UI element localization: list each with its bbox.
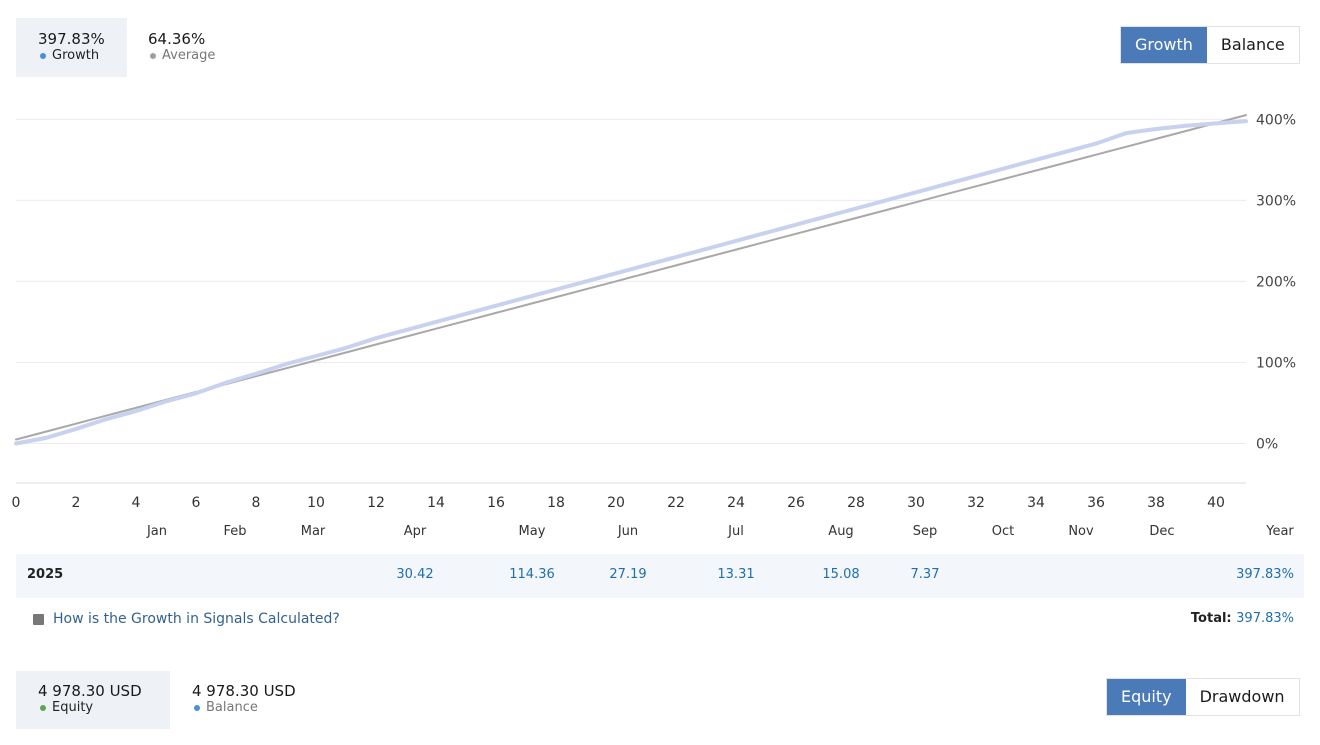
growth-value: 397.83% [38,30,105,48]
x-tick-label: 40 [1207,495,1225,511]
total-label: Total: [1190,611,1232,626]
total-value: 397.83% [1236,611,1294,626]
month-label: Aug [828,524,854,539]
x-tick-label: 4 [132,495,141,511]
month-label: May [518,524,546,539]
equity-stat[interactable]: 4 978.30 USD Equity [16,671,170,729]
year-row: 2025 397.83% 30.42 114.36 27.19 13.31 15.08 7… [16,554,1304,598]
month-label: Jun [617,524,639,539]
equity-drawdown-toggle: Equity Drawdown [1106,678,1300,716]
balance-button[interactable]: Balance [1206,27,1299,63]
month-growth-value: 15.08 [822,567,860,582]
x-tick-label: 18 [547,495,565,511]
month-label: Nov [1068,524,1094,539]
total: Total: 397.83% [1191,611,1294,626]
month-label: Jan [146,524,168,539]
x-tick-label: 24 [727,495,745,511]
x-tick-label: 30 [907,495,925,511]
x-tick-label: 6 [192,495,201,511]
month-axis: Jan Feb Mar Apr May Jun Jul Aug Sep Oct Nov Dec Year [0,524,1320,548]
month-label: Sep [912,524,938,539]
y-tick-label: 100% [1256,355,1296,371]
month-label: Feb [223,524,247,539]
year-column-label: Year [1266,524,1294,539]
drawdown-button[interactable]: Drawdown [1185,679,1299,715]
y-tick-label: 200% [1256,274,1296,290]
x-tick-label: 14 [427,495,445,511]
equity-value: 4 978.30 USD [38,682,142,700]
month-label: Dec [1149,524,1175,539]
balance-value: 4 978.30 USD [192,682,296,700]
x-tick-label: 16 [487,495,505,511]
x-tick-label: 10 [307,495,325,511]
balance-stat[interactable]: 4 978.30 USD Balance [170,671,320,729]
growth-dot-icon [40,53,46,59]
month-label: Apr [403,524,427,539]
month-growth-value: 30.42 [396,567,434,582]
x-tick-label: 38 [1147,495,1165,511]
x-tick-label: 28 [847,495,865,511]
x-tick-label: 26 [787,495,805,511]
x-tick-label: 8 [252,495,261,511]
growth-stat[interactable]: 397.83% Growth [16,18,127,77]
x-tick-label: 32 [967,495,985,511]
average-dot-icon [150,53,156,59]
year-total: 397.83% [1236,567,1294,582]
growth-button[interactable]: Growth [1121,27,1207,63]
growth-info-link[interactable]: How is the Growth in Signals Calculated? [53,611,340,627]
growth-series-line [14,119,1248,446]
x-tick-label: 36 [1087,495,1105,511]
equity-button[interactable]: Equity [1107,679,1186,715]
growth-label: Growth [52,48,100,63]
x-tick-label: 20 [607,495,625,511]
equity-label: Equity [52,700,94,715]
month-growth-value: 27.19 [609,567,647,582]
month-growth-value: 7.37 [910,567,940,582]
month-label: Oct [991,524,1015,539]
y-tick-label: 300% [1256,193,1296,209]
average-stat[interactable]: 64.36% Average [126,18,236,77]
y-tick-label: 400% [1256,112,1296,128]
equity-dot-icon [40,705,46,711]
average-label: Average [162,48,216,63]
y-tick-label: 0% [1256,437,1278,453]
balance-dot-icon [194,705,200,711]
growth-balance-toggle: Growth Balance [1120,26,1300,64]
x-tick-label: 2 [72,495,81,511]
x-tick-label: 0 [12,495,21,511]
month-growth-value: 114.36 [509,567,555,582]
x-tick-label: 34 [1027,495,1045,511]
x-tick-label: 22 [667,495,685,511]
average-value: 64.36% [148,30,206,48]
month-label: Jul [728,524,744,539]
balance-label: Balance [206,700,258,715]
month-label: Mar [300,524,326,539]
info-icon [33,614,44,625]
x-tick-label: 12 [367,495,385,511]
growth-chart: 0%100%200%300%400%0 2 4 6 8 10 12 14 16 18 20 22 24 2… [12,112,1296,511]
year-label: 2025 [27,567,64,582]
month-growth-value: 13.31 [717,567,755,582]
